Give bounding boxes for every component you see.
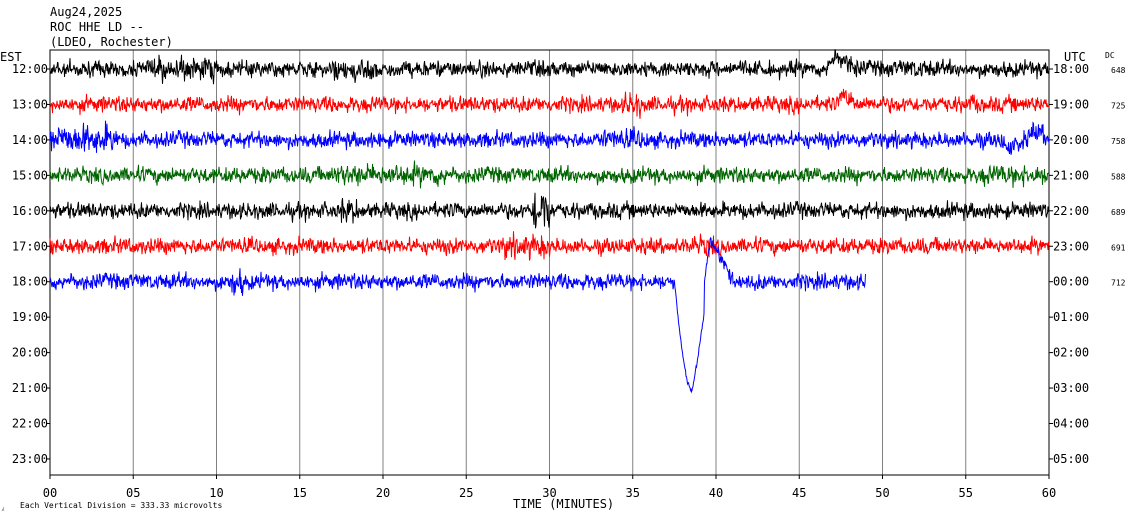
utc-hour-label: 20:00 xyxy=(1053,133,1089,147)
x-tick-label: 30 xyxy=(542,486,556,500)
chart-date: Aug24,2025 xyxy=(50,5,122,19)
dc-value: 648 xyxy=(1111,66,1126,75)
x-tick-label: 15 xyxy=(293,486,307,500)
est-hour-label: 12:00 xyxy=(12,62,48,76)
trace-1300 xyxy=(49,88,1050,119)
est-hour-label: 13:00 xyxy=(12,97,48,111)
dc-value: 691 xyxy=(1111,243,1126,252)
dc-column-label: DC xyxy=(1105,51,1115,60)
utc-hour-label: 22:00 xyxy=(1053,204,1089,218)
est-axis-label: EST xyxy=(0,50,22,64)
plot-grid xyxy=(46,50,1053,479)
est-hour-label: 20:00 xyxy=(12,346,48,360)
x-tick-label: 55 xyxy=(959,486,973,500)
est-hour-label: 18:00 xyxy=(12,275,48,289)
utc-hour-label: 01:00 xyxy=(1053,310,1089,324)
utc-hour-label: 18:00 xyxy=(1053,62,1089,76)
trace-layer xyxy=(49,49,1050,394)
x-tick-label: 00 xyxy=(43,486,57,500)
utc-hour-label: 03:00 xyxy=(1053,381,1089,395)
dc-value: 689 xyxy=(1111,208,1126,217)
est-hour-label: 22:00 xyxy=(12,417,48,431)
utc-hour-label: 19:00 xyxy=(1053,97,1089,111)
trace-1200 xyxy=(49,49,1050,85)
x-tick-label: 45 xyxy=(792,486,806,500)
dc-value: 712 xyxy=(1111,279,1126,288)
trace-1800 xyxy=(49,237,866,394)
trace-1700 xyxy=(49,231,1050,261)
station-network: (LDEO, Rochester) xyxy=(50,35,173,49)
est-hour-label: 15:00 xyxy=(12,168,48,182)
vertical-division-note: Each Vertical Division = 333.33 microvol… xyxy=(20,501,222,510)
x-tick-label: 50 xyxy=(875,486,889,500)
utc-hour-label: 00:00 xyxy=(1053,275,1089,289)
x-tick-label: 40 xyxy=(709,486,723,500)
x-tick-label: 10 xyxy=(209,486,223,500)
est-hour-label: 17:00 xyxy=(12,239,48,253)
est-hour-label: 14:00 xyxy=(12,133,48,147)
est-hour-label: 21:00 xyxy=(12,381,48,395)
x-tick-label: 25 xyxy=(459,486,473,500)
plot-frame xyxy=(49,49,1050,476)
trace-1400 xyxy=(49,120,1050,155)
utc-hour-label: 23:00 xyxy=(1053,239,1089,253)
utc-hour-label: 05:00 xyxy=(1053,452,1089,466)
trace-1500 xyxy=(49,160,1050,189)
trace-1600 xyxy=(49,192,1050,229)
station-code: ROC HHE LD -- xyxy=(50,20,144,34)
est-hour-label: 16:00 xyxy=(12,204,48,218)
utc-hour-label: 21:00 xyxy=(1053,168,1089,182)
utc-hour-label: 04:00 xyxy=(1053,417,1089,431)
dc-value: 758 xyxy=(1111,137,1126,146)
est-hour-label: 23:00 xyxy=(12,452,48,466)
dc-value: 725 xyxy=(1111,101,1126,110)
dc-value: 588 xyxy=(1111,172,1126,181)
x-tick-label: 20 xyxy=(376,486,390,500)
utc-hour-label: 02:00 xyxy=(1053,346,1089,360)
x-tick-label: 35 xyxy=(626,486,640,500)
utc-axis-label: UTC xyxy=(1064,50,1086,64)
x-tick-label: 05 xyxy=(126,486,140,500)
x-tick-label: 60 xyxy=(1042,486,1056,500)
est-hour-label: 19:00 xyxy=(12,310,48,324)
x-axis-title: TIME (MINUTES) xyxy=(513,497,614,511)
footnote-glyph: ⁁ xyxy=(1,502,5,511)
